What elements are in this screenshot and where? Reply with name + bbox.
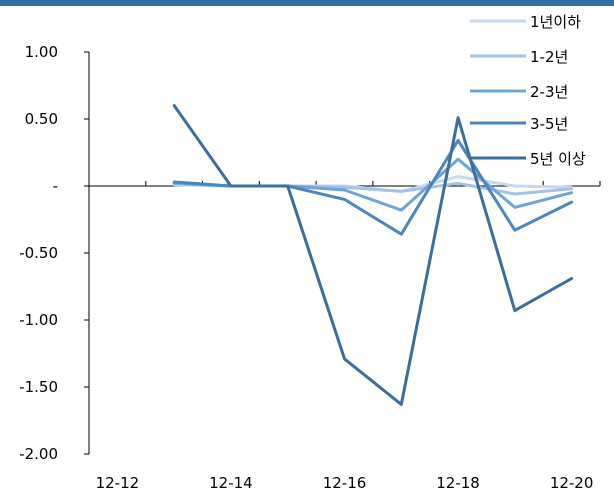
y-tick-label: -1.00 — [19, 311, 58, 329]
legend-label: 1-2년 — [530, 48, 568, 66]
y-tick-label: - — [53, 177, 58, 195]
y-tick-label: -1.50 — [19, 378, 58, 396]
x-tick-label: 12-18 — [436, 474, 480, 492]
x-tick-label: 12-12 — [96, 474, 140, 492]
top-accent-bar — [0, 0, 614, 6]
legend-label: 2-3년 — [530, 83, 568, 101]
y-axis-ticks: 1.00 0.50 - -0.50 -1.00 -1.50 -2.00 — [19, 43, 89, 463]
x-axis-ticks: 12-12 12-14 12-16 12-18 12-20 — [88, 181, 601, 492]
legend-label: 1년이하 — [530, 13, 581, 31]
legend: 1년이하 1-2년 2-3년 3-5년 5년 이상 — [470, 13, 586, 168]
legend-label: 5년 이상 — [530, 150, 586, 168]
y-tick-label: 1.00 — [25, 43, 58, 61]
y-tick-label: -2.00 — [19, 445, 58, 463]
x-tick-label: 12-16 — [323, 474, 367, 492]
y-tick-label: -0.50 — [19, 244, 58, 262]
legend-label: 3-5년 — [530, 115, 568, 133]
x-tick-label: 12-20 — [550, 474, 594, 492]
chart-axes — [88, 52, 600, 454]
x-tick-label: 12-14 — [209, 474, 253, 492]
y-tick-label: 0.50 — [25, 110, 58, 128]
series-lines — [172, 104, 574, 406]
series-line — [172, 104, 574, 406]
